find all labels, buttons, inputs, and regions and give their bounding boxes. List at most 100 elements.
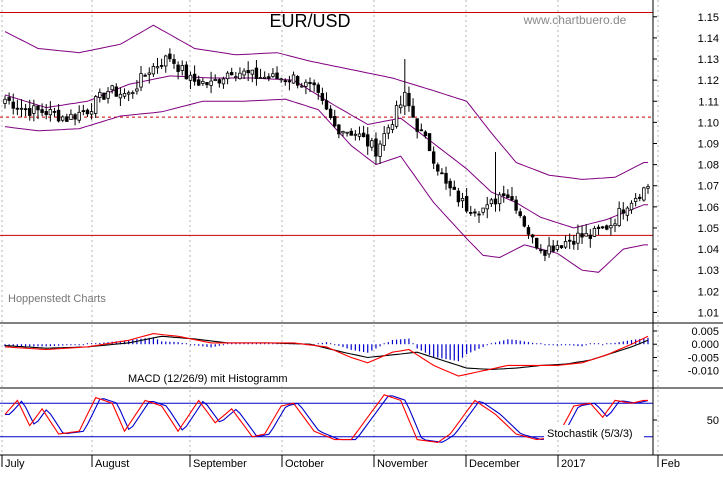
x-axis: July August September October November Decemb… (1, 455, 680, 470)
candle-body (320, 93, 325, 101)
candle (382, 125, 386, 151)
candle-body (625, 207, 630, 216)
price-tick-label: 1.01 (698, 307, 719, 319)
candle (518, 208, 522, 218)
candle-body (19, 107, 24, 110)
candle (324, 92, 329, 111)
candle-body (436, 164, 440, 172)
candle-body (621, 209, 625, 214)
candle (613, 218, 617, 233)
candle-body (522, 216, 527, 227)
candle (563, 235, 568, 249)
candle-body (642, 187, 646, 201)
candle (316, 82, 320, 100)
candle-body (415, 118, 419, 132)
candlesticks (3, 48, 650, 262)
candle-body (460, 198, 465, 202)
candle-body (398, 104, 403, 109)
candle (77, 105, 81, 124)
candle-body (180, 65, 184, 71)
candle-body (172, 59, 176, 64)
candle-body (312, 82, 316, 86)
candle (390, 120, 395, 134)
candle-body (151, 66, 156, 75)
candle (44, 104, 48, 120)
candle-body (374, 138, 378, 157)
candle-body (588, 234, 592, 239)
candle (452, 180, 456, 190)
candle (349, 128, 353, 136)
macd-signal-line (4, 335, 649, 370)
candle (118, 87, 123, 106)
candle-body (44, 111, 48, 115)
candle (114, 83, 118, 97)
candle (456, 187, 461, 207)
candle-body (65, 116, 69, 122)
candle-body (168, 53, 172, 60)
candle (394, 100, 399, 129)
candle-body (209, 80, 213, 86)
candle (229, 67, 234, 76)
candle-body (456, 190, 461, 203)
macd-label: MACD (12/26/9) mit Histogramm (128, 373, 288, 385)
price-tick-label: 1.02 (698, 286, 719, 298)
candle (7, 92, 11, 105)
candle-body (357, 133, 362, 137)
price-tick-label: 1.07 (698, 181, 719, 193)
candle-body (102, 92, 106, 100)
candle (168, 48, 172, 62)
candle-body (576, 232, 580, 244)
candle-body (77, 111, 81, 121)
candle-body (110, 85, 114, 91)
candle (192, 65, 197, 86)
candle-body (638, 196, 642, 199)
candle (271, 68, 275, 78)
candle-body (427, 133, 432, 152)
candle-body (613, 223, 617, 227)
price-tick-label: 1.11 (698, 96, 719, 108)
macd-tick-label: -0.005 (688, 352, 719, 364)
candle-body (126, 92, 131, 95)
candle (592, 225, 597, 237)
macd-lines (4, 333, 649, 377)
candle-body (291, 74, 296, 84)
candle (36, 105, 40, 120)
stochastic-label-bg (544, 425, 644, 440)
candle-body (197, 79, 201, 86)
candle-body (378, 143, 382, 157)
candle-body (36, 105, 40, 111)
candle (559, 244, 564, 249)
candle (489, 197, 494, 207)
candle (572, 235, 576, 250)
candle (110, 84, 114, 94)
candle-body (539, 249, 543, 252)
price-tick-label: 1.14 (698, 33, 719, 45)
candle (246, 61, 250, 82)
candle-body (254, 67, 259, 79)
candle (279, 77, 283, 83)
candle-body (518, 211, 522, 216)
candle-body (366, 134, 370, 147)
candle-body (48, 109, 53, 116)
candle-body (605, 225, 609, 230)
candle (543, 249, 547, 262)
candle-body (217, 79, 222, 84)
candle-body (629, 202, 634, 211)
candle-body (559, 245, 564, 249)
candle (621, 202, 625, 220)
candle-body (246, 69, 250, 74)
candle (576, 224, 580, 251)
candle-body (567, 239, 572, 242)
candle (164, 54, 168, 73)
candle (477, 211, 481, 223)
candle-body (584, 232, 588, 237)
source-label: Hoppenstedt Charts (8, 293, 106, 305)
candle (320, 87, 325, 105)
candle (539, 244, 543, 254)
candle-body (139, 73, 143, 88)
candle-body (295, 76, 300, 86)
candle (139, 65, 143, 91)
candle-body (580, 233, 584, 238)
candle (333, 109, 337, 128)
candle (567, 233, 572, 249)
